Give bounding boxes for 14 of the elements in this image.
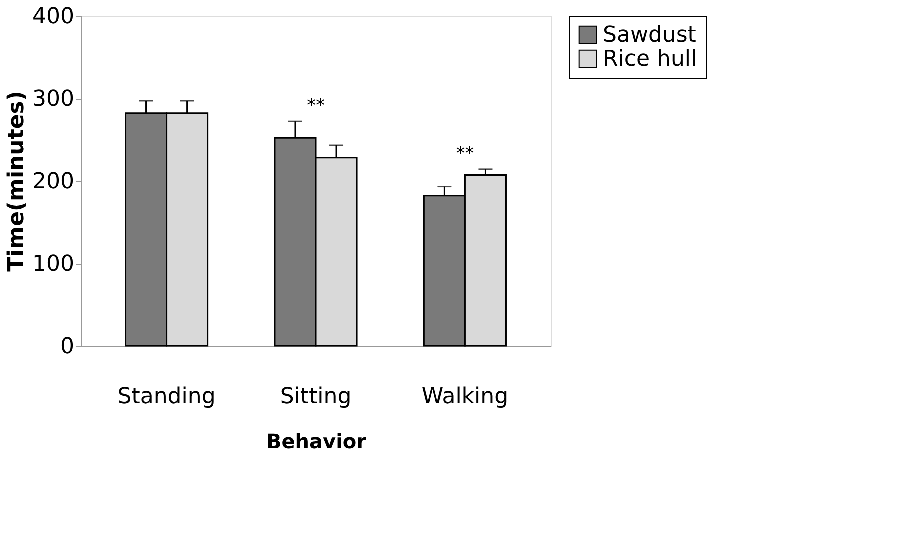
y-tick-label: 200 [32, 170, 74, 194]
y-tick-label: 300 [32, 87, 74, 112]
y-axis-title: Time(minutes) [4, 91, 30, 272]
legend-label: Sawdust [603, 23, 697, 48]
annotation: ** [307, 96, 325, 117]
x-axis-title: Behavior [266, 430, 367, 454]
x-tick-label: Sitting [280, 384, 352, 410]
y-tick-label: 100 [32, 252, 74, 277]
y-tick-label: 400 [32, 4, 74, 30]
legend-label: Rice hull [603, 47, 698, 72]
x-tick-label: Walking [422, 384, 509, 410]
x-tick-label: Standing [118, 384, 216, 410]
y-tick-label: 0 [60, 334, 74, 360]
annotation: ** [456, 143, 474, 164]
